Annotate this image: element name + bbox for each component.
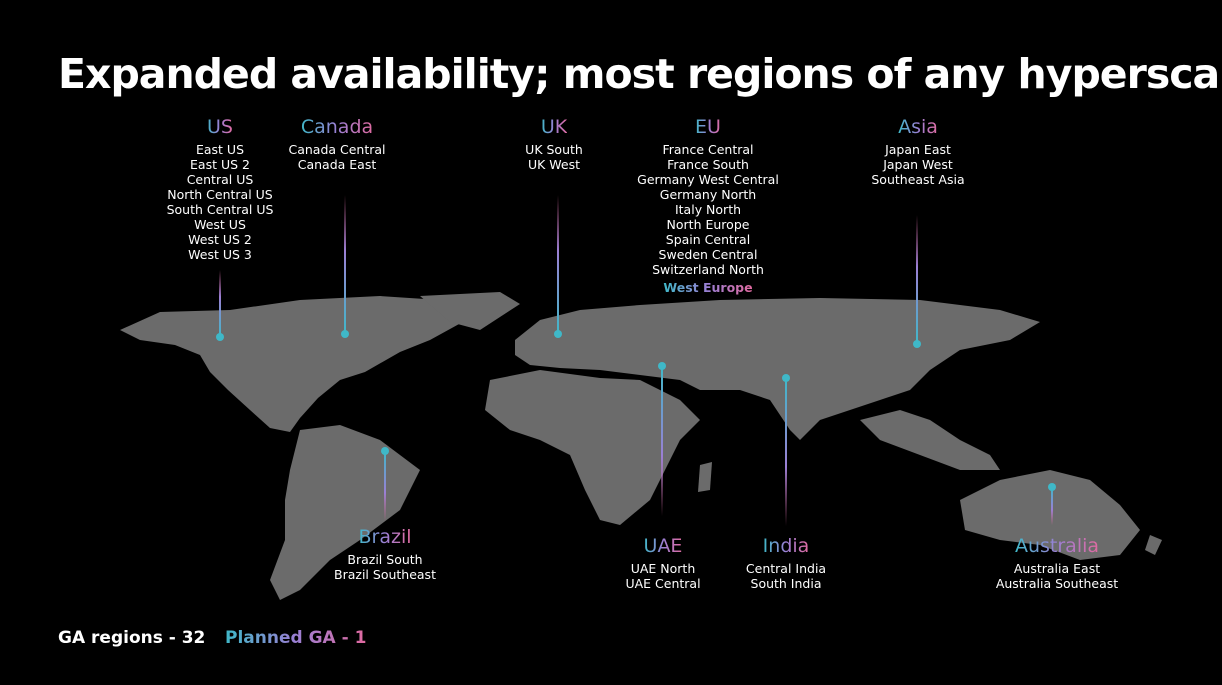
region-item: Central India (745, 561, 827, 576)
region-item: Brazil Southeast (334, 567, 436, 582)
region-item: UAE Central (625, 576, 701, 591)
pin-line-uk (557, 195, 559, 334)
region-group-eu: EU France Central France South Germany West… (637, 116, 779, 296)
greenland (420, 292, 520, 330)
pin-india (782, 374, 790, 382)
pin-brazil (381, 447, 389, 455)
africa (485, 370, 700, 525)
pin-line-australia (1051, 487, 1053, 525)
pin-line-india (785, 378, 787, 526)
group-title: US (207, 116, 233, 138)
region-item: UK West (527, 157, 581, 172)
eurasia (515, 298, 1040, 440)
pin-asia (913, 340, 921, 348)
region-item: East US 2 (190, 157, 250, 172)
north-america (120, 296, 470, 432)
pin-us (216, 333, 224, 341)
page-title: Expanded availability; most regions of a… (58, 50, 1222, 98)
group-title: India (762, 535, 810, 557)
region-group-us: US East US East US 2 Central US North Centra… (167, 116, 274, 262)
group-title: Brazil (358, 526, 412, 548)
planned-ga-count: Planned GA - 1 (225, 628, 367, 648)
group-title: Canada (300, 116, 374, 138)
region-item: UAE North (630, 561, 696, 576)
region-item: West US (194, 217, 246, 232)
pin-australia (1048, 483, 1056, 491)
pin-uk (554, 330, 562, 338)
region-item: France Central (662, 142, 754, 157)
region-item: Japan East (885, 142, 951, 157)
pin-line-asia (916, 215, 918, 344)
group-title: UK (540, 116, 568, 138)
planned-region-item: West Europe (663, 280, 753, 295)
ga-regions-count: GA regions - 32 (58, 628, 206, 648)
region-group-brazil: Brazil Brazil South Brazil Southeast (334, 526, 436, 582)
region-item: South India (750, 576, 822, 591)
region-item: Germany North (659, 187, 757, 202)
pin-line-brazil (384, 451, 386, 521)
new-zealand (1145, 535, 1162, 555)
madagascar (698, 462, 712, 492)
region-item: Brazil South (347, 552, 423, 567)
australia (960, 470, 1140, 560)
region-group-asia: Asia Japan East Japan West Southeast Asia (871, 116, 964, 187)
region-item: Southeast Asia (871, 172, 965, 187)
continents (120, 292, 1162, 600)
region-item: Canada Central (288, 142, 386, 157)
region-item: Australia East (1013, 561, 1101, 576)
southeast-asia (860, 410, 1000, 470)
group-title: EU (695, 116, 721, 138)
region-item: France South (667, 157, 749, 172)
region-item: Germany West Central (637, 172, 779, 187)
pin-line-uae (661, 366, 663, 516)
pin-line-us (219, 270, 221, 337)
region-item: North Europe (666, 217, 750, 232)
region-group-australia: Australia Australia East Australia Southea… (996, 535, 1118, 591)
region-item: Spain Central (665, 232, 751, 247)
region-item: UK South (525, 142, 583, 157)
group-title: UAE (643, 535, 683, 557)
region-group-uk: UK UK South UK West (525, 116, 583, 172)
region-group-canada: Canada Canada Central Canada East (288, 116, 385, 172)
region-item: West US 2 (188, 232, 252, 247)
region-item: South Central US (166, 202, 274, 217)
region-item: Sweden Central (658, 247, 758, 262)
region-item: Central US (186, 172, 254, 187)
region-item: Australia Southeast (995, 576, 1119, 591)
region-item: Italy North (674, 202, 742, 217)
pin-uae (658, 362, 666, 370)
pin-canada (341, 330, 349, 338)
region-item: West US 3 (188, 247, 252, 262)
group-title: Asia (898, 116, 938, 138)
region-item: Japan West (883, 157, 953, 172)
region-item: East US (195, 142, 245, 157)
region-group-india: India Central India South India (746, 535, 826, 591)
region-pins (216, 195, 1056, 526)
region-item: Switzerland North (652, 262, 764, 277)
group-title: Australia (1014, 535, 1100, 557)
region-item: North Central US (167, 187, 273, 202)
south-america (270, 425, 420, 600)
region-group-uae: UAE UAE North UAE Central (625, 535, 700, 591)
region-item: Canada East (297, 157, 377, 172)
pin-line-canada (344, 195, 346, 334)
